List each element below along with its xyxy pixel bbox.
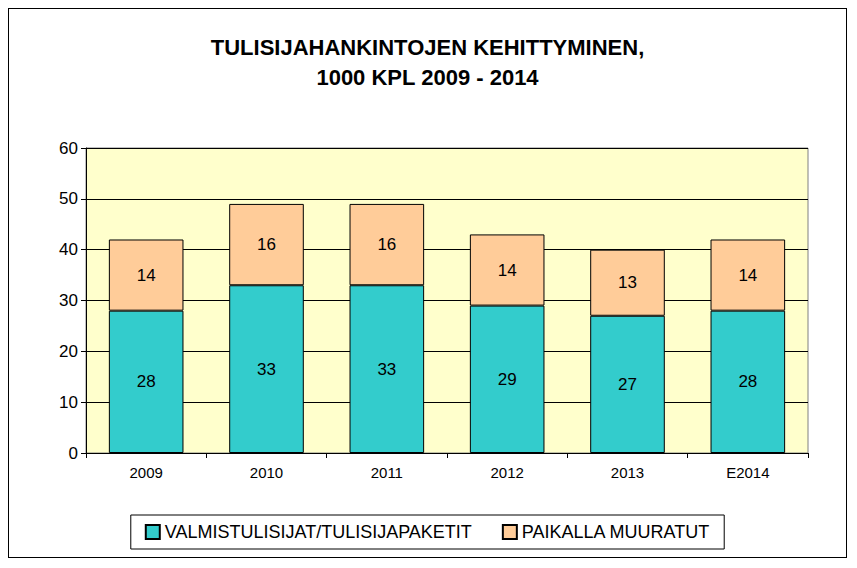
svg-text:PAIKALLA MUURATUT: PAIKALLA MUURATUT xyxy=(522,522,709,542)
svg-text:2011: 2011 xyxy=(371,464,403,481)
svg-text:0: 0 xyxy=(69,444,78,463)
svg-text:28: 28 xyxy=(738,372,757,391)
svg-text:TULISIJAHANKINTOJEN KEHITTYMIN: TULISIJAHANKINTOJEN KEHITTYMINEN, xyxy=(211,35,645,60)
svg-text:14: 14 xyxy=(738,266,757,285)
svg-text:14: 14 xyxy=(137,266,156,285)
svg-text:50: 50 xyxy=(59,189,78,208)
svg-text:33: 33 xyxy=(257,360,276,379)
svg-text:27: 27 xyxy=(618,375,637,394)
svg-text:1000 KPL 2009 - 2014: 1000 KPL 2009 - 2014 xyxy=(316,65,539,90)
svg-text:29: 29 xyxy=(498,370,517,389)
svg-text:14: 14 xyxy=(498,261,517,280)
svg-text:30: 30 xyxy=(59,291,78,310)
svg-text:33: 33 xyxy=(377,360,396,379)
svg-text:16: 16 xyxy=(257,235,276,254)
svg-text:60: 60 xyxy=(59,139,78,158)
svg-text:2009: 2009 xyxy=(129,464,162,481)
svg-text:10: 10 xyxy=(59,393,78,412)
svg-text:13: 13 xyxy=(618,273,637,292)
svg-text:2012: 2012 xyxy=(490,464,523,481)
svg-text:2013: 2013 xyxy=(611,464,644,481)
svg-text:VALMISTULISIJAT/TULISIJAPAKETI: VALMISTULISIJAT/TULISIJAPAKETIT xyxy=(165,522,472,542)
svg-text:20: 20 xyxy=(59,342,78,361)
svg-text:E2014: E2014 xyxy=(726,464,769,481)
svg-text:16: 16 xyxy=(377,235,396,254)
svg-text:2010: 2010 xyxy=(250,464,283,481)
svg-text:28: 28 xyxy=(137,372,156,391)
svg-text:40: 40 xyxy=(59,240,78,259)
